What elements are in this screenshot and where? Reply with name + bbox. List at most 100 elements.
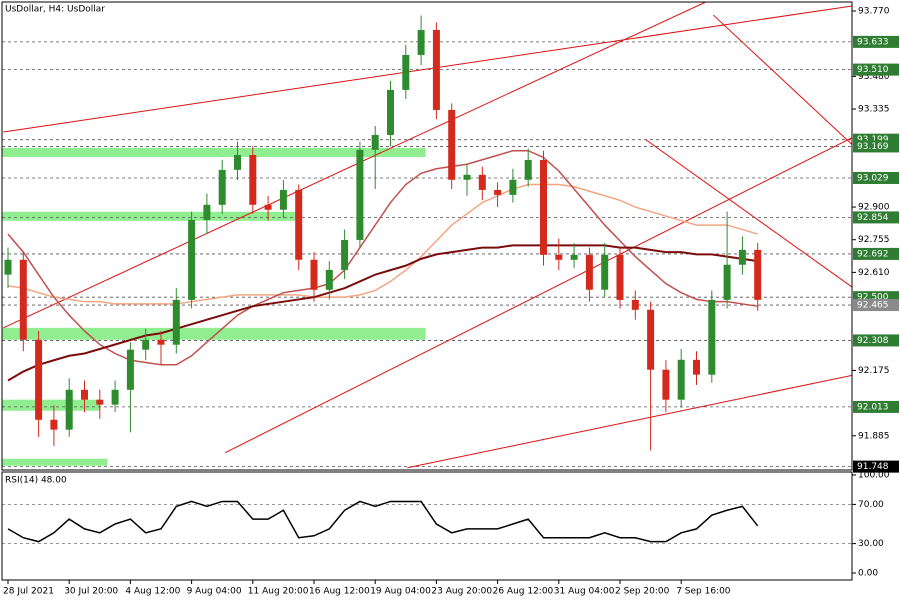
y-tick-label: 92.610 [858, 268, 890, 278]
level-box [853, 299, 899, 312]
candle-body [494, 189, 502, 195]
zone [2, 211, 299, 221]
candle-body [677, 359, 685, 400]
x-tick-label: 19 Aug 04:00 [370, 587, 431, 597]
candle-body [693, 359, 700, 375]
y-tick-label: 92.900 [858, 203, 890, 213]
x-tick-label: 28 Jul 2021 [3, 587, 54, 597]
candle-body [540, 159, 547, 255]
y-tick-label: 91.885 [858, 431, 890, 441]
candle-body [616, 254, 624, 300]
zone [2, 148, 426, 158]
candle-body [249, 154, 257, 205]
candle-body [647, 309, 655, 370]
main-frame [1, 1, 853, 471]
candle-body [509, 179, 517, 195]
y-tick-label: 70.00 [858, 500, 884, 510]
y-tick-label: 100.00 [858, 471, 890, 481]
candle-body [218, 169, 226, 205]
candle-body [356, 149, 364, 240]
candle-body [279, 189, 287, 210]
candle-body [234, 154, 241, 170]
trendline [407, 374, 852, 469]
candle-body [19, 259, 27, 340]
level-box [853, 140, 899, 153]
candle-body [708, 299, 716, 375]
x-tick-label: 4 Aug 12:00 [125, 587, 180, 597]
candle-body [463, 174, 471, 180]
trendline [645, 139, 852, 288]
rsi-title: RSI(14) 48.00 [5, 476, 67, 486]
level-label: 92.013 [857, 402, 889, 412]
level-label: 93.633 [857, 37, 889, 47]
y-tick-label: 0.00 [858, 569, 878, 579]
candle-body [417, 29, 425, 55]
level-label: 93.029 [857, 173, 889, 183]
candle-body [448, 109, 456, 180]
candle-body [754, 249, 762, 300]
main-plot [2, 2, 852, 469]
candle-body [325, 269, 333, 290]
zone [2, 399, 100, 411]
y-tick-label: 93.335 [858, 105, 890, 115]
candle-body [478, 174, 486, 190]
candle-body [555, 254, 563, 260]
x-tick-label: 23 Aug 20:00 [431, 587, 492, 597]
candle-body [65, 389, 73, 430]
candle-body [341, 239, 349, 270]
rsi-line [7, 500, 759, 543]
candle-body [4, 259, 12, 275]
level-label: 93.199 [857, 135, 889, 145]
level-box [853, 247, 899, 260]
x-tick-label: 11 Aug 20:00 [248, 587, 309, 597]
level-box [853, 35, 899, 48]
level-label: 93.169 [857, 142, 889, 152]
candle-body [387, 89, 394, 135]
x-tick-label: 2 Sep 20:00 [615, 587, 670, 597]
candle-body [126, 349, 134, 390]
candle-body [157, 339, 165, 345]
level-label: 92.500 [857, 293, 889, 303]
level-label: 93.510 [857, 65, 889, 75]
x-tick-label: 9 Aug 04:00 [187, 587, 242, 597]
trendline [225, 137, 852, 454]
y-tick-label: 93.480 [858, 72, 890, 82]
level-label: 92.854 [857, 213, 889, 223]
candle-body [111, 389, 119, 405]
candle-body [723, 264, 731, 300]
y-tick-label: 92.175 [858, 366, 890, 376]
candle-body [172, 299, 180, 345]
level-label: 92.465 [857, 301, 889, 311]
candle-body [81, 389, 88, 400]
trendline [3, 2, 706, 329]
trendline [712, 14, 852, 146]
candle-body [35, 339, 43, 420]
candle-body [585, 254, 593, 290]
rsi-plot [2, 500, 852, 544]
level-box [853, 400, 899, 413]
y-tick-label: 30.00 [858, 539, 884, 549]
x-tick-label: 16 Aug 12:00 [309, 587, 370, 597]
candle-body [264, 204, 272, 210]
level-box [853, 171, 899, 184]
candle-body [524, 159, 532, 180]
zone [2, 458, 108, 466]
candle-body [601, 254, 609, 290]
candle-body [50, 419, 58, 430]
rsi-frame [1, 471, 853, 581]
moving-average [7, 244, 758, 382]
x-tick-label: 7 Sep 16:00 [676, 587, 731, 597]
x-tick-label: 30 Jul 20:00 [64, 587, 118, 597]
candle-body [371, 134, 379, 150]
level-box [853, 63, 899, 76]
level-box [853, 334, 899, 347]
level-box [853, 211, 899, 224]
candle-body [432, 29, 440, 110]
candle-body [738, 249, 746, 265]
candle-body [402, 54, 410, 90]
candle-body [295, 189, 303, 260]
chart-title: UsDollar, H4: UsDollar [5, 5, 105, 15]
trendline [3, 5, 852, 133]
